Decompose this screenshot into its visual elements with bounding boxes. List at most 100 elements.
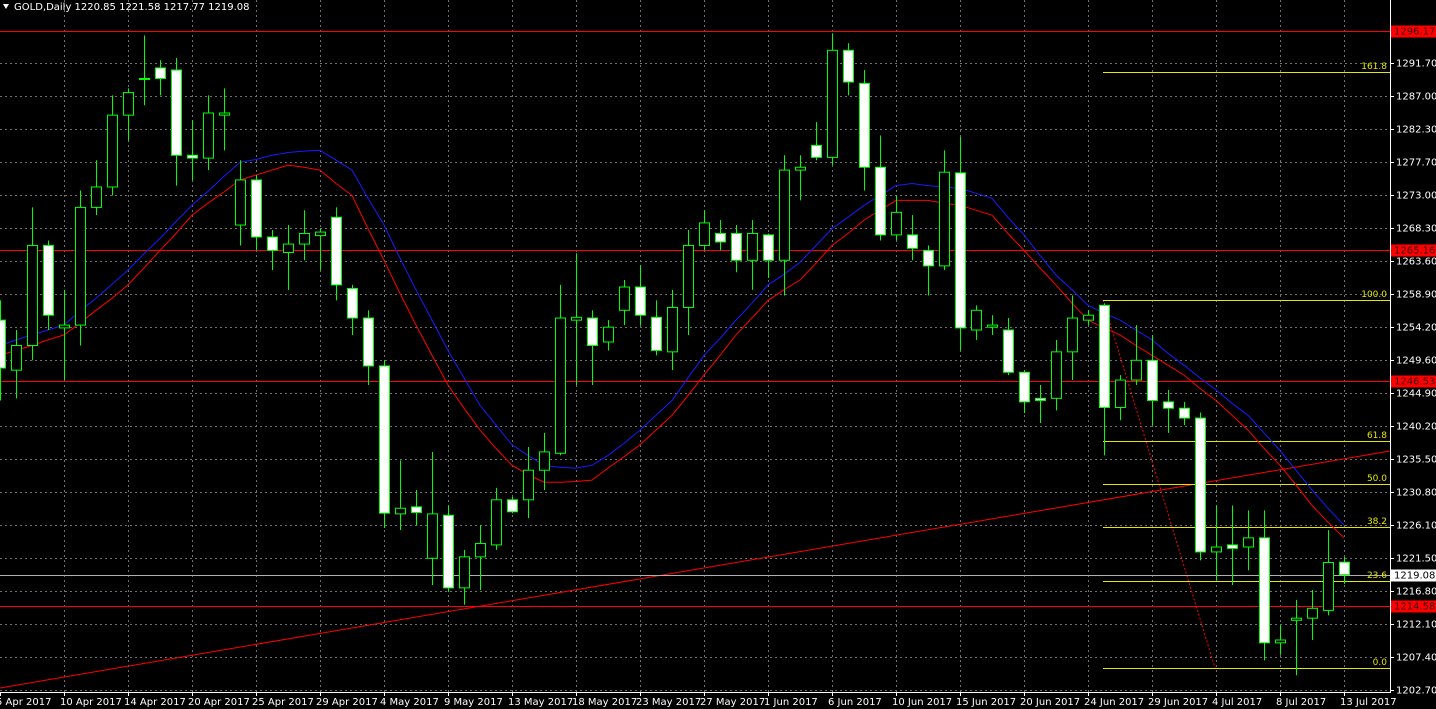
candle-body <box>123 92 134 116</box>
candle-body <box>635 286 646 316</box>
x-tick-label: 10 Apr 2017 <box>60 697 122 708</box>
y-tick-label: 1254.20 <box>1396 323 1436 334</box>
candle-body <box>1131 359 1142 381</box>
x-tick-label: 27 May 2017 <box>700 697 765 708</box>
x-tick-label: 29 Jun 2017 <box>1148 697 1208 708</box>
candle-body <box>955 172 966 329</box>
candle-body <box>283 243 294 254</box>
candle-body <box>507 499 518 513</box>
candle-body <box>379 365 390 514</box>
y-tick-label: 1282.30 <box>1396 125 1436 136</box>
candle-body <box>1339 561 1350 576</box>
y-tick-label: 1287.00 <box>1396 92 1436 103</box>
candle-body <box>651 316 662 351</box>
y-tick-label: 1268.30 <box>1396 224 1436 235</box>
ma-line <box>0 149 1345 526</box>
candle-body <box>75 206 86 326</box>
candle-body <box>555 317 566 454</box>
candle-body <box>1195 417 1206 553</box>
candle-body <box>11 345 22 371</box>
y-tick-label: 1249.60 <box>1396 356 1436 367</box>
x-tick-label: 6 Jun 2017 <box>828 697 882 708</box>
candle-body <box>171 69 182 156</box>
x-tick-label: 4 May 2017 <box>380 697 439 708</box>
y-tick-label: 1244.90 <box>1396 389 1436 400</box>
candle-body <box>443 514 454 589</box>
candle-body <box>267 236 278 251</box>
candle-body <box>1083 314 1094 321</box>
x-tick-label: 10 Jun 2017 <box>892 697 952 708</box>
candle-body <box>491 499 502 546</box>
candle-body <box>1099 304 1110 409</box>
candle-body <box>251 179 262 238</box>
y-tick-label: 1277.70 <box>1396 158 1436 169</box>
chart-title: GOLD,Daily 1220.85 1221.58 1217.77 1219.… <box>14 2 250 13</box>
candle-body <box>43 244 54 316</box>
candle-body <box>987 324 998 328</box>
y-tick-label: 1263.60 <box>1396 257 1436 268</box>
last-price-label: 1219.08 <box>1394 571 1435 582</box>
x-tick-label: 23 May 2017 <box>636 697 701 708</box>
candle-body <box>811 144 822 158</box>
candle-body <box>91 186 102 208</box>
candle-body <box>1243 537 1254 548</box>
x-tick-label: 4 Jul 2017 <box>1212 697 1262 708</box>
x-tick-label: 13 Jul 2017 <box>1340 697 1397 708</box>
x-tick-label: 8 Jul 2017 <box>1276 697 1326 708</box>
candle-body <box>299 232 310 245</box>
y-tick-label: 1240.20 <box>1396 422 1436 433</box>
candle-body <box>571 316 582 321</box>
candle-body <box>1147 359 1158 401</box>
candle-body <box>1211 546 1222 553</box>
candle-body <box>395 507 406 515</box>
x-tick-label: 5 Apr 2017 <box>0 697 51 708</box>
candle-body <box>187 154 198 159</box>
time-axis-bg <box>0 692 1436 709</box>
candle-body <box>699 222 710 246</box>
candle-body <box>859 82 870 168</box>
y-tick-label: 1230.80 <box>1396 488 1436 499</box>
y-tick-label: 1207.40 <box>1396 653 1436 664</box>
candle-body <box>1259 537 1270 644</box>
fib-label: 23.6 <box>1367 571 1387 581</box>
candle-body <box>539 451 550 471</box>
fib-label: 100.0 <box>1361 290 1387 300</box>
y-tick-label: 1273.00 <box>1396 191 1436 202</box>
candle-body <box>1163 401 1174 409</box>
candle-body <box>923 249 934 267</box>
candle-body <box>731 232 742 261</box>
x-tick-label: 9 May 2017 <box>444 697 503 708</box>
candle-body <box>235 179 246 226</box>
fib-label: 38.2 <box>1367 517 1387 527</box>
plot-layer <box>0 33 1350 676</box>
last-price-badge <box>1391 569 1436 582</box>
candle-body <box>1275 639 1286 644</box>
level-label: 1214.58 <box>1394 602 1435 613</box>
candle-body <box>1019 371 1030 403</box>
x-tick-label: 18 May 2017 <box>572 697 637 708</box>
candle-body <box>619 286 630 311</box>
candle-body <box>843 49 854 83</box>
candle-body <box>795 166 806 171</box>
candle-body <box>1323 562 1334 611</box>
candle-body <box>1291 617 1302 621</box>
candle-body <box>1227 544 1238 549</box>
x-tick-label: 20 Jun 2017 <box>1020 697 1080 708</box>
level-label: 1296.17 <box>1394 27 1435 38</box>
candle-body <box>1067 317 1078 353</box>
x-tick-label: 14 Apr 2017 <box>124 697 186 708</box>
candle-body <box>59 324 70 329</box>
menu-triangle[interactable] <box>3 4 9 9</box>
y-tick-label: 1212.10 <box>1396 620 1436 631</box>
candle-body <box>411 506 422 513</box>
x-tick-label: 24 Jun 2017 <box>1084 697 1144 708</box>
candle-body <box>971 309 982 331</box>
candle-body <box>827 49 838 158</box>
candle-body <box>715 232 726 243</box>
candle-body <box>459 556 470 589</box>
x-tick-label: 1 Jun 2017 <box>764 697 818 708</box>
candle-body <box>427 513 438 559</box>
